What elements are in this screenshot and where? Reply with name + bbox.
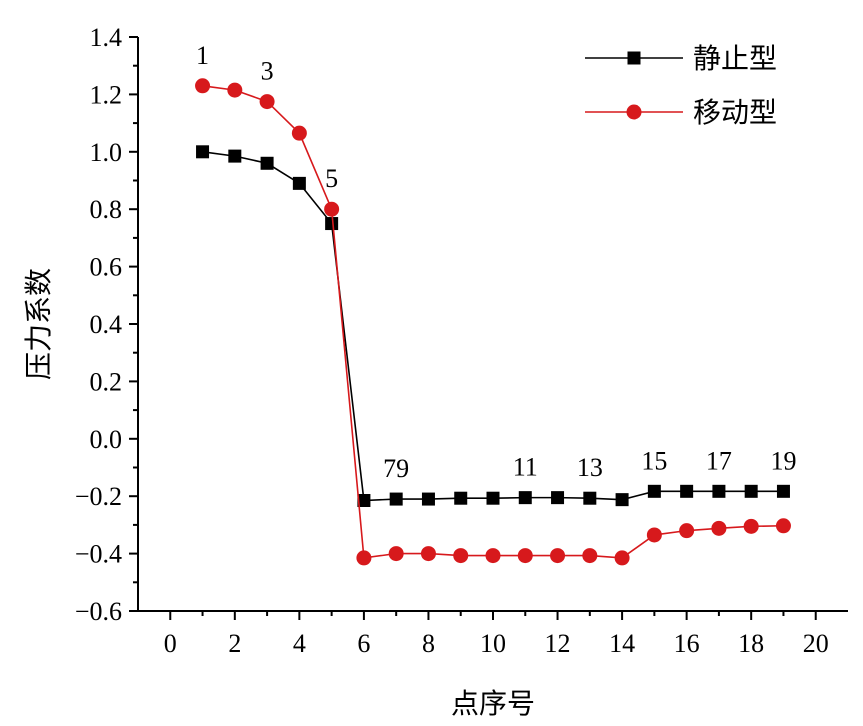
data-point — [453, 548, 469, 564]
y-axis-title: 压力系数 — [22, 268, 55, 380]
data-point — [680, 484, 694, 498]
y-tick-label: 1.4 — [90, 23, 123, 52]
x-tick-label: 0 — [164, 629, 177, 658]
y-tick-label: 0.2 — [90, 367, 123, 396]
data-point — [485, 548, 501, 564]
y-tick-label: −0.4 — [75, 540, 122, 569]
data-point — [647, 484, 661, 498]
legend-marker — [626, 104, 642, 120]
point-label: 19 — [770, 446, 796, 475]
data-point — [518, 491, 532, 505]
legend-label: 移动型 — [693, 96, 777, 129]
data-point — [420, 546, 436, 562]
y-tick-label: 0.8 — [90, 195, 123, 224]
y-tick-label: 0.4 — [90, 310, 123, 339]
y-tick-label: 0.6 — [90, 253, 123, 282]
data-point — [583, 491, 597, 505]
x-tick-label: 6 — [357, 629, 370, 658]
data-point — [195, 78, 211, 94]
data-point — [646, 527, 662, 543]
data-point — [325, 217, 339, 231]
y-tick-label: 1.0 — [90, 138, 123, 167]
y-tick-label: 0.0 — [90, 425, 123, 454]
point-label: 3 — [261, 57, 274, 86]
x-axis-title: 点序号 — [451, 687, 535, 720]
legend-marker — [627, 51, 641, 65]
data-point — [356, 550, 372, 566]
data-point — [228, 149, 242, 163]
point-label: 17 — [706, 446, 732, 475]
x-tick-label: 10 — [480, 629, 506, 658]
legend-label: 静止型 — [693, 42, 777, 75]
data-point — [324, 201, 340, 217]
x-tick-label: 8 — [422, 629, 435, 658]
y-tick-label: −0.2 — [75, 482, 122, 511]
data-point — [227, 82, 243, 98]
data-point — [421, 492, 435, 506]
data-point — [259, 94, 275, 110]
x-tick-label: 12 — [545, 629, 571, 658]
data-point — [196, 145, 210, 159]
point-label: 5 — [325, 164, 338, 193]
point-label: 79 — [383, 454, 409, 483]
data-point — [292, 176, 306, 190]
y-tick-label: 1.2 — [90, 80, 123, 109]
data-point — [486, 491, 500, 505]
ticks: −0.6 −0.4 −0.2 0.0 0.2 0.4 0.6 0.8 1.0 1.2 1.4 0 2 4 6… — [75, 23, 829, 658]
point-label: 13 — [577, 453, 603, 482]
data-point — [712, 484, 726, 498]
data-point — [357, 494, 371, 508]
series-2 — [195, 78, 791, 566]
data-point — [291, 125, 307, 141]
x-tick-label: 16 — [674, 629, 700, 658]
data-point — [614, 550, 630, 566]
data-point — [776, 484, 790, 498]
x-tick-label: 14 — [609, 629, 635, 658]
series-1 — [196, 145, 790, 508]
series-layer — [195, 78, 791, 566]
data-point — [551, 491, 565, 505]
data-point — [582, 548, 598, 564]
x-tick-label: 4 — [293, 629, 306, 658]
x-tick-label: 18 — [738, 629, 764, 658]
x-tick-label: 20 — [803, 629, 829, 658]
data-point — [775, 518, 791, 534]
x-tick-label: 2 — [228, 629, 241, 658]
data-point — [744, 484, 758, 498]
y-tick-label: −0.6 — [75, 597, 122, 626]
data-point — [388, 546, 404, 562]
data-point — [550, 548, 566, 564]
data-point — [711, 520, 727, 536]
data-point — [454, 491, 468, 505]
data-point — [389, 492, 403, 506]
data-point — [260, 156, 274, 170]
data-point — [679, 523, 695, 539]
data-point — [615, 493, 629, 507]
data-point — [517, 548, 533, 564]
point-label: 1 — [196, 41, 209, 70]
data-point — [743, 518, 759, 534]
point-label: 15 — [641, 446, 667, 475]
point-label: 11 — [513, 453, 538, 482]
